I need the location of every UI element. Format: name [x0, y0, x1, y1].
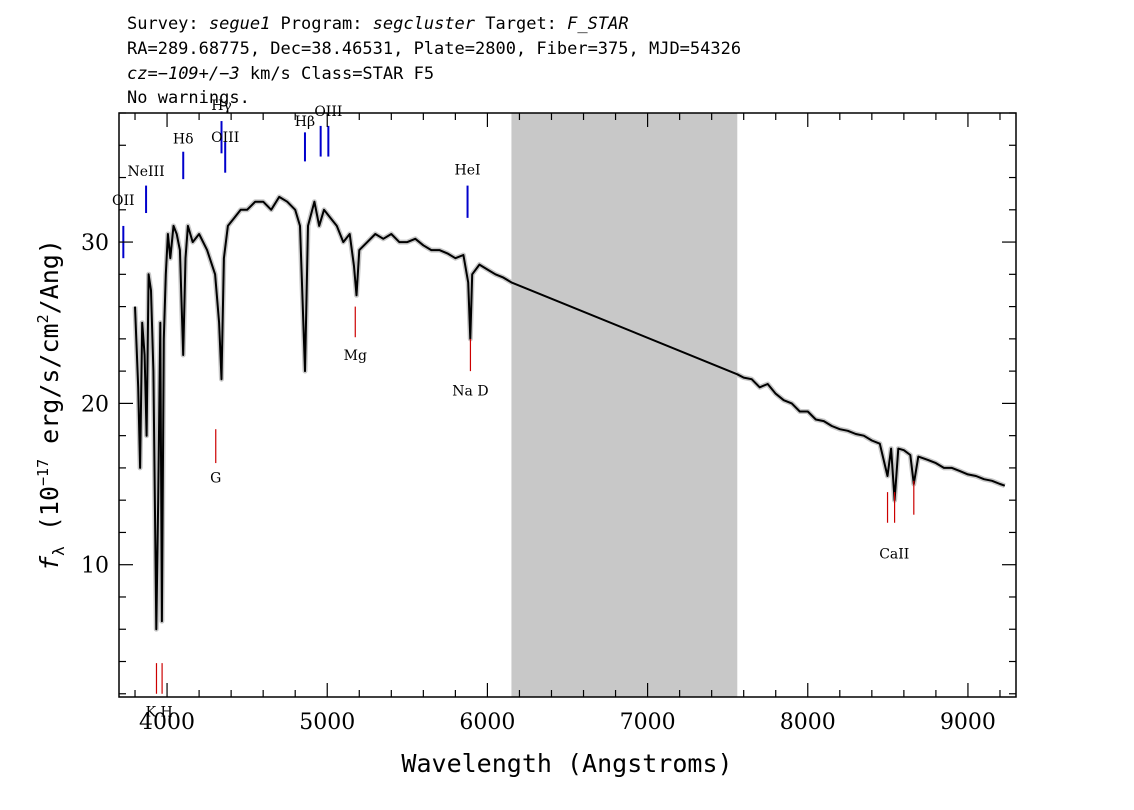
emission-label: OIII	[314, 104, 342, 120]
emission-label: NeIII	[127, 164, 164, 180]
x-tick-label: 5000	[299, 710, 355, 735]
y-axis: 10 20 30	[81, 112, 1016, 695]
absorption-label: K H	[146, 704, 173, 720]
x-axis-title: Wavelength (Angstroms)	[401, 749, 732, 778]
x-tick-label: 9000	[940, 710, 996, 735]
x-tick-label: 6000	[459, 710, 515, 735]
y-tick-label: 10	[81, 554, 109, 579]
emission-label: HeI	[455, 162, 481, 178]
x-tick-label: 8000	[780, 710, 836, 735]
absorption-line-markers: K H G Mg Na D CaII	[146, 306, 915, 720]
absorption-label: CaII	[879, 546, 909, 562]
chart-header: Survey: segue1 Program: segcluster Targe…	[127, 14, 741, 108]
header-line-3: cz=−109+/−3 km/s Class=STAR F5	[127, 64, 434, 84]
absorption-label: Na D	[452, 383, 488, 399]
header-line-1: Survey: segue1 Program: segcluster Targe…	[127, 14, 629, 34]
x-tick-label: 7000	[620, 710, 676, 735]
y-tick-label: 30	[81, 231, 109, 256]
emission-label: OII	[112, 193, 135, 209]
absorption-label: G	[210, 470, 221, 486]
x-tick-label: 4000	[139, 710, 195, 735]
absorption-label: Mg	[344, 348, 367, 364]
x-axis: 4000 5000 6000 7000 8000 9000	[134, 113, 1001, 735]
emission-label: OIII	[211, 130, 239, 146]
header-line-2: RA=289.68775, Dec=38.46531, Plate=2800, …	[127, 39, 741, 59]
y-tick-label: 20	[81, 392, 109, 417]
spectrum-line	[134, 195, 1006, 631]
header-line-4: No warnings.	[127, 88, 250, 108]
masked-region	[511, 113, 738, 697]
emission-label: Hγ	[211, 98, 232, 114]
emission-label: Hδ	[173, 132, 194, 148]
y-axis-title: fλ (10−17 erg/s/cm2/Ang)	[34, 239, 68, 571]
plot-frame	[118, 112, 1017, 698]
emission-label: Hβ	[295, 114, 315, 130]
